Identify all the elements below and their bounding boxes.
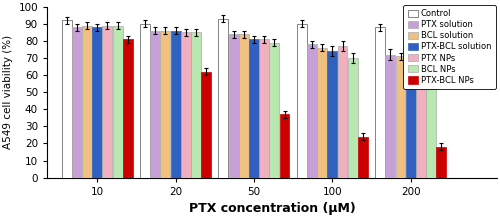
Bar: [396, 56, 406, 178]
Bar: [270, 43, 280, 178]
Bar: [170, 31, 180, 178]
Bar: [239, 34, 249, 178]
Legend: Control, PTX solution, BCL solution, PTX-BCL solution, PTX NPs, BCL NPs, PTX-BCL: Control, PTX solution, BCL solution, PTX…: [404, 5, 496, 89]
Bar: [317, 48, 327, 178]
Bar: [140, 24, 150, 178]
Bar: [82, 26, 92, 178]
Bar: [191, 32, 201, 178]
Bar: [280, 114, 289, 178]
Bar: [62, 20, 72, 178]
Bar: [416, 63, 426, 178]
Y-axis label: A549 cell viability (%): A549 cell viability (%): [3, 35, 13, 149]
Bar: [436, 147, 446, 178]
Bar: [228, 34, 238, 178]
Bar: [112, 26, 122, 178]
Bar: [123, 39, 133, 178]
Bar: [386, 55, 396, 178]
Bar: [426, 70, 436, 178]
Bar: [181, 32, 191, 178]
Bar: [92, 27, 102, 178]
Bar: [348, 58, 358, 178]
X-axis label: PTX concentration (μM): PTX concentration (μM): [188, 202, 356, 215]
Bar: [150, 31, 160, 178]
Bar: [201, 72, 211, 178]
Bar: [72, 27, 82, 178]
Bar: [102, 26, 113, 178]
Bar: [259, 39, 269, 178]
Bar: [406, 58, 415, 178]
Bar: [338, 46, 347, 178]
Bar: [328, 51, 338, 178]
Bar: [160, 31, 170, 178]
Bar: [307, 44, 317, 178]
Bar: [358, 137, 368, 178]
Bar: [375, 27, 385, 178]
Bar: [218, 19, 228, 178]
Bar: [249, 39, 259, 178]
Bar: [297, 24, 307, 178]
